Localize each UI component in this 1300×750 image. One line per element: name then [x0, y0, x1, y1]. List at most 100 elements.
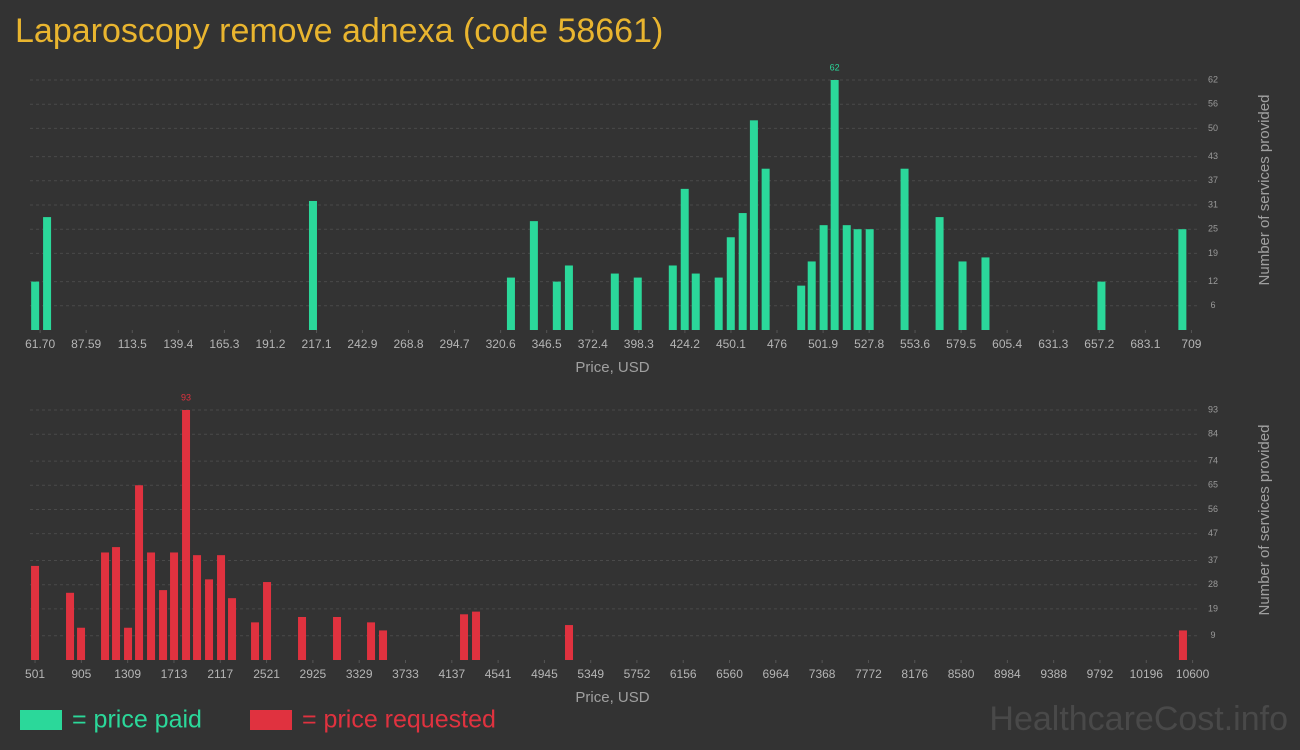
- x-tick-label: 631.3: [1038, 337, 1068, 351]
- bar: [981, 257, 990, 330]
- bar: [797, 285, 806, 330]
- bar: [819, 225, 828, 330]
- bar: [830, 80, 839, 330]
- bar: [1178, 229, 1187, 330]
- x-tick-label: 61.70: [25, 337, 55, 351]
- x-tick-label: 10600: [1176, 667, 1210, 681]
- y-tick-label: 19: [1208, 248, 1218, 258]
- x-tick-label: 242.9: [347, 337, 377, 351]
- bar: [807, 261, 816, 330]
- bar: [842, 225, 851, 330]
- bar: [460, 614, 469, 660]
- bar: [565, 625, 574, 660]
- bar: [529, 221, 538, 330]
- x-tick-label: 3329: [346, 667, 373, 681]
- x-tick-label: 4541: [485, 667, 512, 681]
- legend-label: = price requested: [302, 706, 496, 734]
- bar: [714, 277, 723, 330]
- bar: [101, 552, 110, 660]
- bar: [552, 281, 561, 330]
- bar: [900, 168, 909, 330]
- x-tick-label: 657.2: [1084, 337, 1114, 351]
- y-tick-label: 12: [1208, 276, 1218, 286]
- bar: [77, 627, 86, 660]
- x-tick-label: 709: [1181, 337, 1201, 351]
- x-tick-label: 2925: [300, 667, 327, 681]
- x-tick-label: 501: [25, 667, 45, 681]
- y-axis-label: Number of services provided: [1256, 425, 1273, 616]
- x-tick-label: 683.1: [1130, 337, 1160, 351]
- y-tick-label: 47: [1208, 528, 1218, 538]
- x-tick-label: 905: [71, 667, 91, 681]
- x-tick-label: 553.6: [900, 337, 930, 351]
- bar: [308, 200, 317, 330]
- page-title: Laparoscopy remove adnexa (code 58661): [15, 12, 663, 50]
- bar: [935, 217, 944, 330]
- bar: [958, 261, 967, 330]
- x-tick-label: 6560: [716, 667, 743, 681]
- bar: [159, 590, 168, 660]
- x-tick-label: 8580: [948, 667, 975, 681]
- y-axis-label: Number of services provided: [1256, 95, 1273, 286]
- x-tick-label: 9792: [1087, 667, 1114, 681]
- x-tick-label: 8176: [901, 667, 928, 681]
- bar: [691, 273, 700, 330]
- x-tick-label: 4137: [438, 667, 465, 681]
- bar: [182, 410, 191, 660]
- bar: [1097, 281, 1106, 330]
- bar: [749, 120, 758, 331]
- bar: [379, 630, 388, 660]
- x-tick-label: 8984: [994, 667, 1021, 681]
- y-tick-label: 37: [1208, 555, 1218, 565]
- bar: [680, 188, 689, 330]
- x-tick-label: 527.8: [854, 337, 884, 351]
- bar: [761, 168, 770, 330]
- x-tick-label: 7368: [809, 667, 836, 681]
- bar: [367, 622, 376, 660]
- bar: [564, 265, 573, 330]
- x-axis-label: Price, USD: [575, 359, 649, 376]
- y-tick-label: 56: [1208, 99, 1218, 109]
- bar: [668, 265, 677, 330]
- bar: [472, 611, 481, 660]
- y-tick-label: 43: [1208, 151, 1218, 161]
- y-tick-label: 56: [1208, 504, 1218, 514]
- bar: [217, 555, 226, 660]
- bar: [31, 565, 40, 660]
- x-tick-label: 268.8: [393, 337, 423, 351]
- legend-swatch: [20, 710, 62, 730]
- x-tick-label: 87.59: [71, 337, 101, 351]
- bar: [228, 598, 237, 660]
- bar: [853, 229, 862, 330]
- y-tick-label: 65: [1208, 480, 1218, 490]
- x-axis-label: Price, USD: [575, 689, 649, 706]
- x-tick-label: 9388: [1040, 667, 1067, 681]
- watermark: HealthcareCost.info: [989, 700, 1288, 738]
- bar: [147, 552, 156, 660]
- bar: [865, 229, 874, 330]
- x-tick-label: 10196: [1130, 667, 1164, 681]
- x-tick-label: 3733: [392, 667, 419, 681]
- legend-swatch: [250, 710, 292, 730]
- x-tick-label: 605.4: [992, 337, 1022, 351]
- max-value-label: 93: [181, 392, 191, 402]
- bar: [298, 616, 307, 660]
- bar: [506, 277, 515, 330]
- y-tick-label: 74: [1208, 455, 1218, 465]
- max-value-label: 62: [830, 62, 840, 72]
- x-tick-label: 139.4: [163, 337, 193, 351]
- bar: [251, 622, 260, 660]
- y-tick-label: 9: [1210, 630, 1215, 640]
- bar: [1178, 630, 1187, 660]
- x-tick-label: 2521: [253, 667, 280, 681]
- x-tick-label: 4945: [531, 667, 558, 681]
- legend-label: = price paid: [72, 706, 202, 734]
- y-tick-label: 6: [1210, 300, 1215, 310]
- y-tick-label: 93: [1208, 404, 1218, 414]
- bar: [170, 552, 179, 660]
- y-tick-label: 25: [1208, 224, 1218, 234]
- x-tick-label: 346.5: [532, 337, 562, 351]
- x-tick-label: 398.3: [624, 337, 654, 351]
